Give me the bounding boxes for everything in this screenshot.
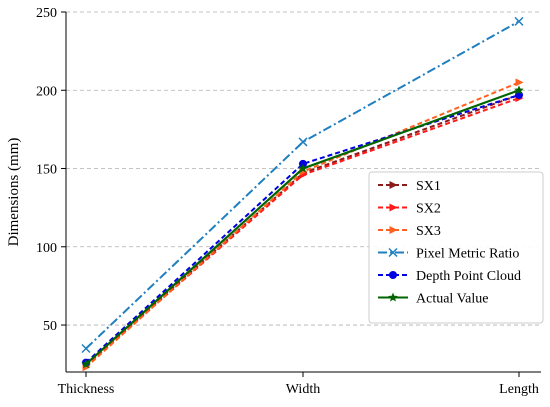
legend-item-sx2: SX2 [378,202,441,217]
y-tick-label: 150 [36,163,57,178]
series-actual-value [81,85,524,369]
x-tick-label: Thickness [58,382,115,397]
legend-label: SX3 [416,224,441,239]
y-tick-label: 50 [43,319,57,334]
series-line-pixel-metric-ratio [85,20,520,350]
x-tick-label: Length [499,382,539,397]
x-tick-label: Width [286,382,320,397]
legend-item-sx1: SX1 [378,179,441,194]
y-tick-label: 200 [36,84,57,99]
marker-stroke [388,247,398,258]
y-axis-label: Dimensions (mm) [6,138,22,247]
legend-box [368,171,544,324]
data-point-actual-value [514,85,524,95]
legend-label: SX1 [416,179,441,194]
series-pixel-metric-ratio [81,16,524,354]
y-tick-label: 100 [36,241,57,256]
legend-marker [388,292,398,302]
legend-label: Depth Point Cloud [416,269,521,284]
legend-marker [389,271,397,279]
data-point-sx3 [515,78,524,87]
legend-marker [388,247,398,258]
data-point-pixel-metric-ratio [514,16,524,26]
series-layer [81,16,524,372]
data-point-actual-value [298,163,308,173]
data-point-pixel-metric-ratio [298,137,308,147]
legend-item-pixel-metric-ratio: Pixel Metric Ratio [378,247,519,262]
legend-label: SX2 [416,202,441,217]
axes: 50 100 150 200 250 Thickness Width Length [36,6,541,397]
data-point-pixel-metric-ratio [81,343,91,354]
legend-marker [389,181,398,189]
marker-stroke [514,16,524,26]
legend-label: Pixel Metric Ratio [416,247,519,262]
marker-stroke [298,137,308,147]
legend-item-depth-point-cloud: Depth Point Cloud [378,269,521,284]
legend-label: Actual Value [416,292,488,307]
legend-item-sx3: SX3 [378,224,441,239]
legend-marker [389,226,398,234]
legend-item-actual-value: Actual Value [378,292,488,307]
legend: SX1 SX2 SX3 Pixel Metric Ratio Depth Point C… [368,171,544,324]
series-line-depth-point-cloud [85,94,520,364]
legend-marker [389,203,398,212]
y-tick-label: 250 [36,6,57,21]
marker-stroke [81,343,91,354]
data-point-actual-value [81,359,91,369]
